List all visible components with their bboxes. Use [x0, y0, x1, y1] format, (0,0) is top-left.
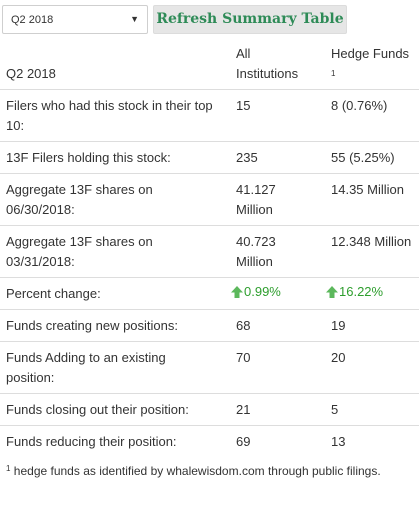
row-label: Aggregate 13F shares on 06/30/2018:	[6, 182, 153, 217]
refresh-summary-button[interactable]: Refresh Summary Table	[153, 5, 347, 34]
table-row: Aggregate 13F shares on 03/31/2018: 40.7…	[0, 226, 419, 278]
footnote-text: hedge funds as identified by whalewisdom…	[13, 464, 381, 478]
row-hedge-value: 20	[331, 350, 346, 365]
table-row: Funds closing out their position: 21 5	[0, 394, 419, 426]
table-row: Funds creating new positions: 68 19	[0, 310, 419, 342]
row-label: Funds Adding to an existing position:	[6, 350, 166, 385]
table-row: Filers who had this stock in their top 1…	[0, 90, 419, 142]
row-label: Filers who had this stock in their top 1…	[6, 98, 213, 133]
row-hedge-value: 5	[331, 402, 339, 417]
row-all-value: 70	[236, 350, 251, 365]
header-hedge-funds: Hedge Funds 1	[331, 44, 419, 86]
row-hedge-value: 16.22%	[325, 282, 413, 302]
top-controls: Q2 2018 ▼ Refresh Summary Table	[0, 0, 419, 38]
row-all-value: 15	[236, 98, 251, 113]
percent-change-hedge: 16.22%	[339, 284, 384, 299]
percent-change-all: 0.99%	[244, 284, 281, 299]
table-row: Percent change: 0.99% 16.22%	[0, 278, 419, 310]
arrow-up-icon	[326, 286, 338, 298]
row-label: Funds closing out their position:	[6, 402, 189, 417]
row-label: Aggregate 13F shares on 03/31/2018:	[6, 234, 153, 269]
row-all-value: 21	[236, 402, 251, 417]
row-hedge-value: 14.35 Million	[331, 182, 404, 197]
table-row: Aggregate 13F shares on 06/30/2018: 41.1…	[0, 174, 419, 226]
row-hedge-value: 8 (0.76%)	[331, 98, 388, 113]
period-select-value: Q2 2018	[11, 14, 54, 26]
header-footnote-marker: 1	[331, 69, 336, 78]
chevron-down-icon: ▼	[130, 14, 139, 24]
row-all-value: 68	[236, 318, 251, 333]
row-label: 13F Filers holding this stock:	[6, 150, 171, 165]
row-all-value: 0.99%	[230, 282, 320, 302]
row-all-value: 69	[236, 434, 251, 449]
table-row: 13F Filers holding this stock: 235 55 (5…	[0, 142, 419, 174]
footnote: 1 hedge funds as identified by whalewisd…	[6, 461, 416, 483]
row-hedge-value: 12.348 Million	[331, 234, 412, 249]
table-row: Funds reducing their position: 69 13	[0, 426, 419, 458]
table-header-row: Q2 2018 All Institutions Hedge Funds 1	[0, 38, 419, 90]
footnote-marker: 1	[6, 464, 11, 473]
row-label: Percent change:	[6, 286, 101, 301]
row-all-value: 40.723 Million	[236, 234, 276, 269]
arrow-up-icon	[231, 286, 243, 298]
header-period: Q2 2018	[6, 66, 56, 81]
row-hedge-value: 19	[331, 318, 346, 333]
row-label: Funds reducing their position:	[6, 434, 177, 449]
row-hedge-value: 55 (5.25%)	[331, 150, 395, 165]
row-all-value: 41.127 Million	[236, 182, 276, 217]
period-select[interactable]: Q2 2018 ▼	[2, 5, 148, 34]
row-label: Funds creating new positions:	[6, 318, 178, 333]
header-hedge-funds-label: Hedge Funds	[331, 46, 410, 61]
header-all-institutions: All Institutions	[236, 46, 299, 81]
row-hedge-value: 13	[331, 434, 346, 449]
table-row: Funds Adding to an existing position: 70…	[0, 342, 419, 394]
row-all-value: 235	[236, 150, 258, 165]
